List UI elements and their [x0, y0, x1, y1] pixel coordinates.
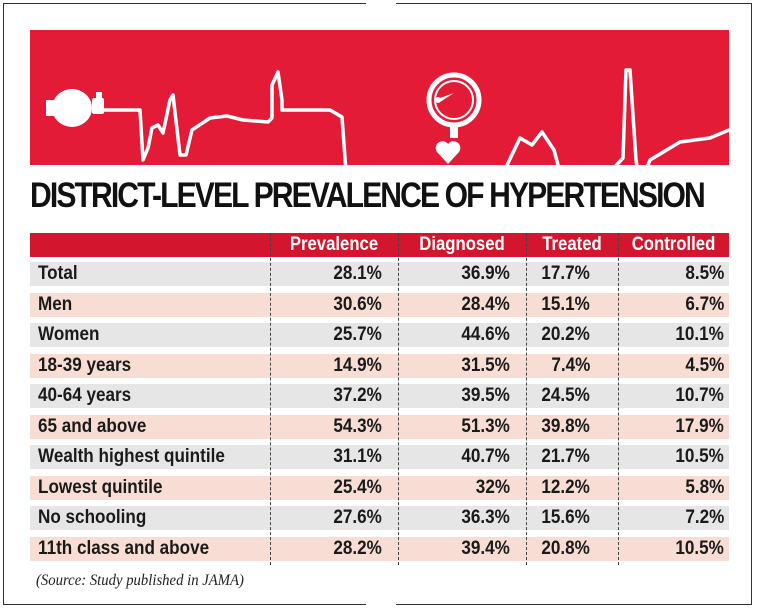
row-label: Women	[38, 324, 100, 345]
cell-controlled: 5.8%	[685, 476, 724, 498]
table-row: Women 25.7% 44.6% 20.2% 10.1%	[30, 323, 729, 347]
cell-prevalence: 28.2%	[333, 537, 382, 559]
banner-illustration	[46, 68, 729, 165]
chart-title: DISTRICT-LEVEL PREVALENCE OF HYPERTENSIO…	[30, 176, 706, 215]
cell-diagnosed: 31.5%	[461, 354, 510, 376]
cell-diagnosed: 51.3%	[461, 415, 510, 437]
frame-gap	[366, 0, 396, 8]
cell-treated: 20.8%	[541, 537, 590, 559]
table-header: Prevalence Diagnosed Treated Controlled	[30, 233, 729, 257]
cell-prevalence: 25.7%	[333, 324, 382, 345]
cell-diagnosed: 44.6%	[461, 324, 510, 345]
cell-controlled: 4.5%	[685, 354, 724, 376]
row-label: No schooling	[38, 507, 147, 528]
banner	[30, 30, 729, 165]
column-divider	[398, 233, 399, 565]
cell-treated: 15.1%	[541, 293, 590, 315]
column-divider	[618, 233, 619, 565]
cell-treated: 12.2%	[541, 476, 590, 498]
cell-controlled: 10.5%	[675, 537, 724, 559]
cell-prevalence: 37.2%	[333, 385, 382, 406]
cell-treated: 20.2%	[541, 324, 590, 345]
table-row: 11th class and above 28.2% 39.4% 20.8% 10.5%	[30, 536, 729, 561]
frame-gap	[366, 600, 396, 610]
cell-diagnosed: 39.4%	[461, 537, 510, 559]
cell-diagnosed: 40.7%	[461, 446, 510, 467]
cell-treated: 39.8%	[541, 415, 590, 437]
cell-prevalence: 30.6%	[333, 293, 382, 315]
table-row: Total 28.1% 36.9% 17.7% 8.5%	[30, 262, 729, 286]
cell-diagnosed: 39.5%	[461, 385, 510, 406]
pressure-gauge-icon	[426, 72, 482, 138]
row-label: 65 and above	[38, 415, 147, 437]
table-row: No schooling 27.6% 36.3% 15.6% 7.2%	[30, 506, 729, 530]
cell-treated: 24.5%	[541, 385, 590, 406]
row-label: 40-64 years	[38, 385, 132, 406]
row-label: 18-39 years	[38, 354, 132, 376]
cell-controlled: 10.7%	[675, 385, 724, 406]
source-note: (Source: Study published in JAMA)	[36, 572, 244, 589]
row-label: Lowest quintile	[38, 476, 163, 498]
row-label: Men	[38, 293, 73, 315]
cell-treated: 17.7%	[541, 263, 590, 284]
column-divider	[526, 233, 527, 565]
cell-prevalence: 14.9%	[333, 354, 382, 376]
cell-controlled: 6.7%	[685, 293, 724, 315]
table-row: Wealth highest quintile 31.1% 40.7% 21.7% 10…	[30, 445, 729, 469]
cell-treated: 21.7%	[541, 446, 590, 467]
cell-prevalence: 31.1%	[333, 446, 382, 467]
bp-bulb-icon	[46, 89, 104, 127]
cell-treated: 7.4%	[551, 354, 590, 376]
column-header-controlled: Controlled	[631, 234, 716, 255]
cell-controlled: 8.5%	[685, 263, 724, 284]
cell-prevalence: 27.6%	[333, 507, 382, 528]
cell-diagnosed: 36.3%	[461, 507, 510, 528]
column-header-treated: Treated	[542, 234, 602, 255]
cell-prevalence: 54.3%	[333, 415, 382, 437]
heart-icon	[435, 141, 461, 164]
table-row: Lowest quintile 25.4% 32% 12.2% 5.8%	[30, 475, 729, 500]
row-label: Wealth highest quintile	[38, 446, 225, 467]
table-row: Men 30.6% 28.4% 15.1% 6.7%	[30, 292, 729, 317]
cell-diagnosed: 28.4%	[461, 293, 510, 315]
column-divider	[270, 233, 271, 565]
cell-controlled: 10.5%	[675, 446, 724, 467]
cell-controlled: 10.1%	[675, 324, 724, 345]
row-label: 11th class and above	[38, 537, 210, 559]
column-header-prevalence: Prevalence	[289, 234, 379, 255]
cell-prevalence: 25.4%	[333, 476, 382, 498]
table-row: 18-39 years 14.9% 31.5% 7.4% 4.5%	[30, 353, 729, 378]
cell-prevalence: 28.1%	[333, 263, 382, 284]
cell-treated: 15.6%	[541, 507, 590, 528]
cell-controlled: 7.2%	[685, 507, 724, 528]
ecg-line-icon	[100, 68, 729, 165]
column-header-diagnosed: Diagnosed	[419, 234, 505, 255]
table-row: 40-64 years 37.2% 39.5% 24.5% 10.7%	[30, 384, 729, 408]
cell-diagnosed: 32%	[475, 476, 510, 498]
cell-diagnosed: 36.9%	[461, 263, 510, 284]
table-row: 65 and above 54.3% 51.3% 39.8% 17.9%	[30, 414, 729, 439]
cell-controlled: 17.9%	[675, 415, 724, 437]
row-label: Total	[38, 263, 78, 284]
